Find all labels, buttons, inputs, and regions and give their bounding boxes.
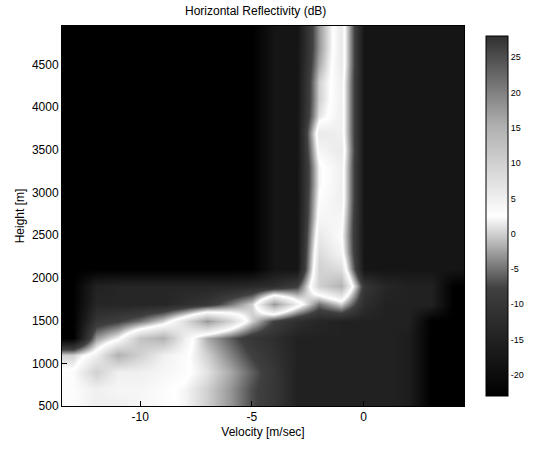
- svg-text:1000: 1000: [32, 357, 59, 371]
- svg-text:0: 0: [360, 410, 367, 424]
- svg-text:Velocity [m/sec]: Velocity [m/sec]: [221, 425, 304, 439]
- svg-text:-5: -5: [511, 264, 519, 274]
- svg-text:-15: -15: [511, 335, 524, 345]
- svg-text:-5: -5: [246, 410, 257, 424]
- svg-text:500: 500: [39, 399, 59, 413]
- svg-text:15: 15: [511, 123, 521, 133]
- svg-text:4500: 4500: [32, 58, 59, 72]
- svg-text:-20: -20: [511, 370, 524, 380]
- svg-text:Horizontal Reflectivity (dB): Horizontal Reflectivity (dB): [185, 4, 326, 18]
- svg-text:20: 20: [511, 88, 521, 98]
- svg-text:10: 10: [511, 158, 521, 168]
- svg-text:-10: -10: [131, 410, 149, 424]
- svg-text:2000: 2000: [32, 271, 59, 285]
- svg-text:3500: 3500: [32, 143, 59, 157]
- svg-text:4000: 4000: [32, 100, 59, 114]
- svg-text:0: 0: [511, 229, 516, 239]
- svg-text:3000: 3000: [32, 186, 59, 200]
- svg-text:Height [m]: Height [m]: [13, 189, 27, 244]
- svg-text:-10: -10: [511, 299, 524, 309]
- svg-text:25: 25: [511, 52, 521, 62]
- svg-text:5: 5: [511, 194, 516, 204]
- svg-text:2500: 2500: [32, 228, 59, 242]
- svg-text:1500: 1500: [32, 314, 59, 328]
